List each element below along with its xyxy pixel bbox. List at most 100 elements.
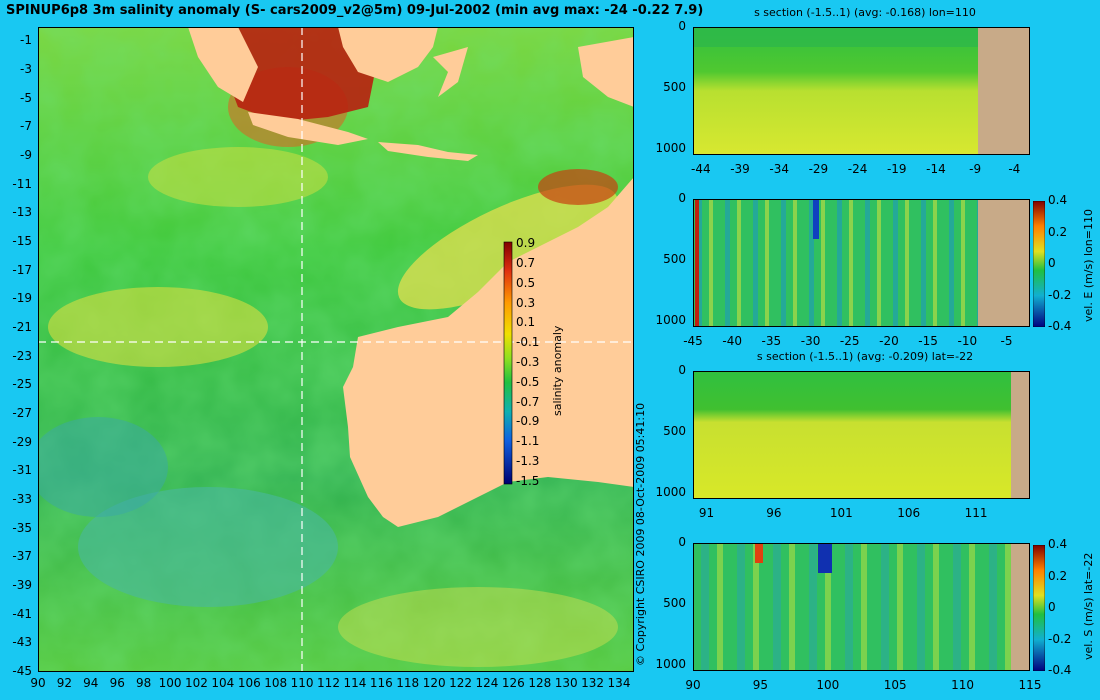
tick-label: -27 [12, 406, 32, 420]
tick-label: -34 [769, 162, 790, 176]
panel4-x-axis: 90 95 100 105 110 115 [684, 678, 1044, 694]
tick-label: 100 [816, 678, 840, 692]
panel2-ylabel: vel. E (m/s) lon=110 [1082, 209, 1095, 322]
panel4-colorbar [1033, 545, 1045, 671]
tick-label: 90 [30, 676, 46, 690]
panel4-y-axis: 0 500 1000 [650, 535, 690, 671]
tick-label: 100 [158, 676, 182, 690]
tick-label: 0.3 [516, 295, 536, 310]
tick-label: 0 [678, 191, 686, 205]
panel2-westward-flow [813, 199, 819, 239]
tick-label: -19 [886, 162, 907, 176]
tick-label: -0.1 [516, 335, 540, 350]
tick-label: 134 [607, 676, 631, 690]
tick-label: -45 [12, 664, 32, 678]
panel2-land [978, 199, 1030, 327]
tick-label: 1000 [655, 484, 686, 499]
tick-label: -14 [926, 162, 946, 176]
tick-label: 104 [211, 676, 235, 690]
tick-label: 106 [897, 506, 921, 520]
panel1-land [978, 27, 1030, 155]
tick-label: 95 [752, 678, 769, 692]
tick-label: -9 [969, 162, 982, 176]
tick-label: -45 [683, 334, 703, 348]
map-x-axis: 90 92 94 96 98 100 102 104 106 108 110 112 114 116 118… [30, 676, 634, 696]
tick-label: -29 [12, 434, 32, 449]
panel4-southward-flow [818, 543, 832, 573]
tick-label: -39 [730, 162, 750, 176]
tick-label: -0.9 [516, 414, 540, 429]
panel1-title: s section (-1.5..1) (avg: -0.168) lon=11… [754, 6, 976, 19]
tick-label: -0.5 [516, 374, 540, 389]
tick-label: -29 [808, 162, 829, 176]
map-y-axis: -1 -3 -5 -7 -9 -11 -13 -15 -17 -19 -21 -23 -25 -27 -29… [0, 27, 36, 678]
tick-label: 115 [1018, 678, 1042, 692]
tick-label: -11 [12, 176, 32, 191]
land-lesser-sunda [378, 142, 478, 161]
panel4-northward-flow [755, 543, 763, 563]
panel4-field [693, 543, 1011, 671]
tick-label: 1000 [655, 312, 686, 327]
tick-label: -15 [918, 334, 938, 348]
tick-label: 120 [422, 676, 446, 690]
tick-label: -1.1 [516, 434, 540, 449]
java-sea-anomaly [223, 27, 378, 122]
tick-label: -21 [12, 320, 32, 334]
tick-label: -0.4 [1048, 319, 1072, 333]
tick-label: 102 [185, 676, 208, 690]
tick-label: -0.2 [1048, 287, 1072, 302]
land-sulawesi [433, 47, 468, 97]
tick-label: 122 [449, 676, 472, 690]
tick-label: 0.4 [1048, 193, 1068, 207]
tick-label: 114 [343, 676, 367, 690]
copyright-text: © Copyright CSIRO 2009 08-Oct-2009 05:41… [634, 402, 647, 666]
tick-label: -41 [12, 606, 32, 621]
tick-label: -25 [12, 377, 32, 392]
panel2-field [693, 199, 978, 327]
panel1-frame [693, 27, 1030, 155]
tick-label: 0 [678, 535, 686, 549]
tick-label: -23 [12, 348, 32, 363]
tick-label: 112 [317, 676, 340, 690]
tick-label: 1000 [655, 140, 686, 155]
panel3-frame [693, 371, 1030, 499]
land-borneo [338, 27, 438, 82]
panel3-y-axis: 0 500 1000 [650, 363, 690, 499]
tick-label: 124 [475, 676, 499, 690]
tick-label: -4 [1008, 162, 1021, 176]
tick-label: 96 [109, 676, 125, 690]
map-title: SPINUP6p8 3m salinity anomaly (S- cars20… [6, 3, 704, 18]
salinity-map[interactable] [38, 27, 634, 672]
tick-label: 110 [290, 676, 314, 690]
tick-label: 0 [678, 19, 686, 33]
tick-label: -15 [12, 234, 32, 248]
panel1-y-axis: 0 500 1000 [650, 19, 690, 155]
tick-label: 94 [83, 676, 99, 690]
tick-label: -0.7 [516, 394, 540, 409]
panel1-field [693, 27, 978, 155]
panel4-colorbar-ticks: 0.4 0.2 0 -0.2 -0.4 [1048, 537, 1078, 677]
tick-label: -43 [12, 635, 32, 650]
panel3-salinity-section[interactable] [693, 371, 1030, 499]
panel4-velocity-s-section[interactable] [693, 543, 1030, 671]
panel2-velocity-e-section[interactable] [693, 199, 1030, 327]
colorbar-ticks: 0.9 0.7 0.5 0.3 0.1 -0.1 -0.3 -0.5 -0.7 -0.9 -1.1 -… [516, 236, 556, 487]
map-frame [38, 27, 634, 672]
panel1-surface-band [693, 27, 978, 47]
tick-label: 0 [678, 363, 686, 377]
panel2-colorbar-ticks: 0.4 0.2 0 -0.2 -0.4 [1048, 193, 1078, 333]
panel3-title: s section (-1.5..1) (avg: -0.209) lat=-2… [756, 350, 974, 363]
tick-label: -0.2 [1048, 631, 1072, 646]
tick-label: 111 [964, 506, 988, 520]
tick-label: -30 [800, 334, 821, 348]
panel4-ylabel: vel. S (m/s) lat=-22 [1082, 552, 1095, 660]
tick-label: 0.1 [516, 315, 536, 330]
tick-label: 132 [581, 676, 605, 690]
tick-label: 98 [135, 676, 152, 690]
panel2-colorbar [1033, 201, 1045, 327]
tick-label: 0 [1048, 256, 1056, 270]
panel3-land [1011, 371, 1030, 499]
tick-label: -1.3 [516, 453, 540, 468]
panel1-salinity-section[interactable] [693, 27, 1030, 155]
panel1-x-axis: -44 -39 -34 -29 -24 -19 -14 -9 -4 [691, 162, 1030, 178]
